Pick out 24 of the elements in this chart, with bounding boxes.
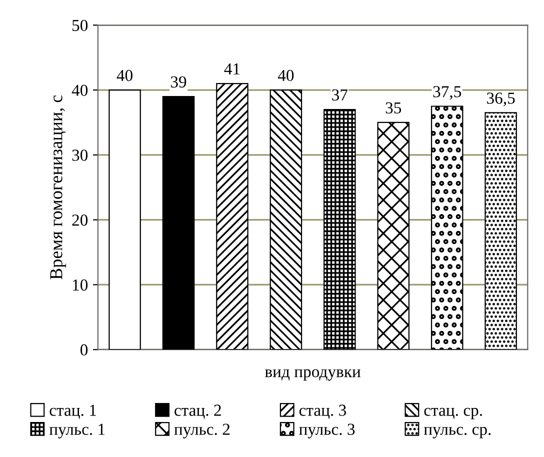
legend-label: пульс. ср. [424,426,491,438]
y-tick-label: 10 [72,279,88,291]
legend-label: стац. ср. [424,408,482,420]
data-label: 40 [278,70,294,82]
legend-label: пульс. 2 [174,424,230,438]
legend-label: пульс. 3 [299,424,355,438]
legend-label: пульс. 1 [49,424,105,438]
y-tick-label: 40 [72,84,88,96]
legend-label: стац. 3 [299,404,346,419]
y-axis-title: Время гомогенизации, с [50,95,66,280]
y-tick-label: 0 [80,344,88,356]
x-axis-title: вид продувки [264,369,361,381]
data-label: 37 [332,89,348,101]
y-tick-label: 30 [72,150,88,161]
data-label: 37,5 [433,86,462,100]
data-label: 39 [170,76,186,88]
legend-label: стац. 1 [50,404,96,419]
y-tick-label: 20 [72,214,88,226]
data-label: 35 [386,102,402,114]
data-label: 36,5 [487,92,515,106]
data-label: 40 [116,70,132,82]
legend-label: стац. 2 [174,404,221,419]
data-label: 41 [224,63,240,74]
y-tick-label: 50 [72,20,88,32]
